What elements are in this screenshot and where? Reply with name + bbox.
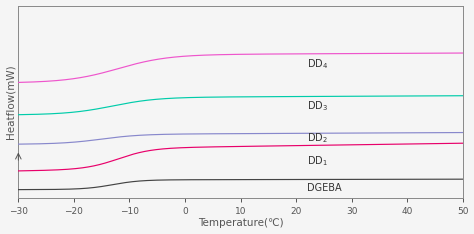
Y-axis label: Heatflow(mW): Heatflow(mW) <box>6 64 16 139</box>
Text: DD$_2$: DD$_2$ <box>307 131 328 145</box>
Text: DGEBA: DGEBA <box>307 183 342 193</box>
Text: DD$_4$: DD$_4$ <box>307 57 328 71</box>
Text: DD$_3$: DD$_3$ <box>307 99 328 113</box>
X-axis label: Temperature(℃): Temperature(℃) <box>198 219 283 228</box>
Text: DD$_1$: DD$_1$ <box>307 154 328 168</box>
